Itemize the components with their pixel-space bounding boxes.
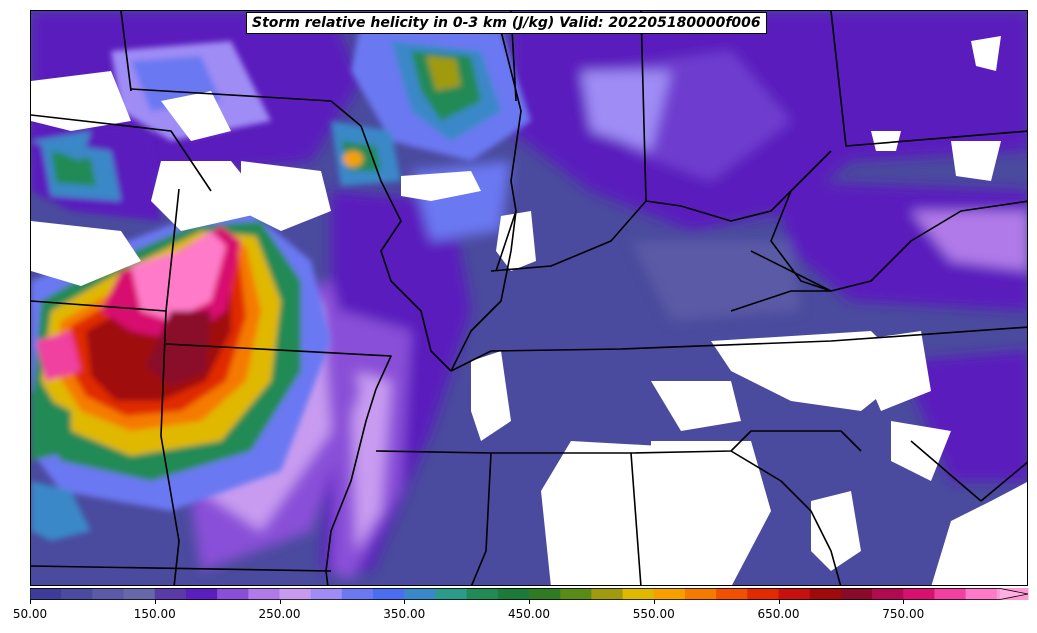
colorbar-tick-label: 250.00	[258, 607, 301, 621]
colorbar-tick-mark	[529, 600, 530, 604]
colorbar-tick-mark	[653, 600, 655, 604]
colorbar-segment	[92, 588, 125, 600]
map-panel	[30, 10, 1028, 586]
colorbar-tick-label: 50.00	[12, 607, 48, 621]
colorbar-segment	[934, 588, 967, 600]
colorbar-segment	[185, 588, 218, 600]
state-boundaries	[31, 11, 1027, 585]
colorbar-segment	[404, 588, 436, 600]
colorbar-outline	[30, 588, 1029, 600]
colorbar-segment	[279, 588, 312, 600]
colorbar-segment	[716, 588, 748, 600]
colorbar-tick-label: 350.00	[383, 607, 426, 621]
colorbar-segment	[872, 588, 904, 600]
colorbar-segment	[61, 588, 93, 600]
colorbar-segment	[497, 588, 530, 600]
colorbar-segment	[778, 588, 811, 600]
colorbar-extend-arrow	[1000, 588, 1028, 600]
colorbar-segment	[747, 588, 779, 600]
colorbar-segment	[310, 588, 343, 600]
below-threshold-areas	[31, 36, 1027, 585]
srh-map	[31, 11, 1027, 585]
colorbar-tick-mark	[778, 600, 780, 604]
colorbar-segment	[435, 588, 468, 600]
colorbar-segment	[653, 588, 686, 600]
colorbar-tick-label: 650.00	[757, 607, 800, 621]
colorbar-segment	[684, 588, 717, 600]
colorbar-segment	[217, 588, 249, 600]
colorbar-segment	[248, 588, 280, 600]
colorbar-segment	[466, 588, 499, 600]
colorbar-tick-mark	[30, 600, 31, 604]
colorbar-tick-mark	[903, 600, 905, 604]
colorbar-tick-label: 550.00	[632, 607, 675, 621]
colorbar-segment	[529, 588, 561, 600]
colorbar-tick-label: 450.00	[508, 607, 550, 621]
colorbar-tick-label: 150.00	[133, 607, 176, 621]
colorbar	[30, 588, 1029, 600]
colorbar-segment	[30, 588, 62, 600]
colorbar-tick-mark	[404, 600, 406, 604]
colorbar-tick-mark	[279, 600, 281, 604]
colorbar-segment	[965, 588, 998, 600]
colorbar-segment	[809, 588, 842, 600]
colorbar-segment	[591, 588, 624, 600]
map-title: Storm relative helicity in 0-3 km (J/kg)…	[246, 12, 767, 34]
colorbar-segment	[622, 588, 655, 600]
colorbar-segment	[154, 588, 187, 600]
colorbar-segment	[903, 588, 935, 600]
colorbar-segment	[341, 588, 374, 600]
colorbar-tick-mark	[154, 600, 156, 604]
colorbar-tick-label: 750.00	[882, 607, 925, 621]
colorbar-segment	[123, 588, 156, 600]
colorbar-segment	[373, 588, 405, 600]
colorbar-segment	[560, 588, 592, 600]
colorbar-segment	[840, 588, 873, 600]
